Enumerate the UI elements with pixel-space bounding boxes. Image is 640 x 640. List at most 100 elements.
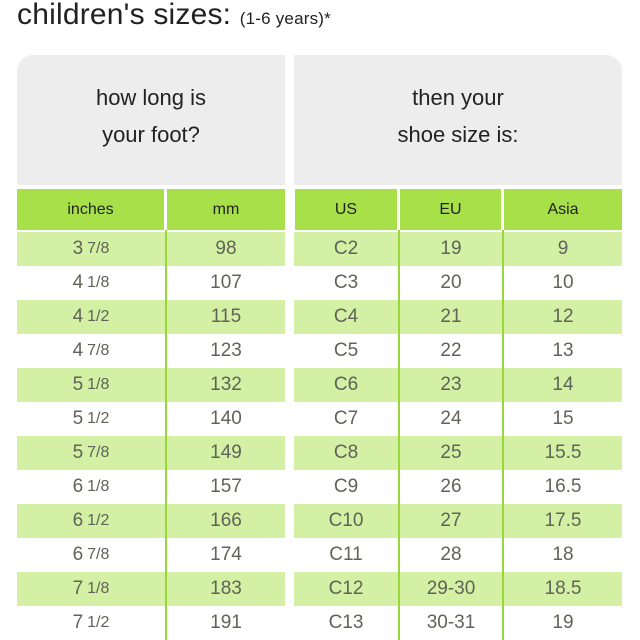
row-shading xyxy=(294,572,622,606)
table-cell-asia: 14 xyxy=(552,374,574,395)
table-cell-mm: 140 xyxy=(210,408,242,429)
table-cell-eu: 19 xyxy=(440,238,462,259)
table-cell-us: C6 xyxy=(333,374,359,395)
inches-fraction: 1/8 xyxy=(87,376,110,393)
table-cell-eu: 25 xyxy=(440,442,462,463)
row-shading xyxy=(294,436,622,470)
shoe-size-header-line1: then your xyxy=(412,85,504,110)
table-cell-eu: 26 xyxy=(440,476,462,497)
table-cell-mm: 98 xyxy=(215,238,237,259)
row-shading xyxy=(17,232,285,266)
row-shading xyxy=(17,368,285,402)
table-cell-us: C2 xyxy=(333,238,359,259)
table-cell-us: C11 xyxy=(329,544,363,565)
row-shading xyxy=(294,504,622,538)
inches-fraction: 1/8 xyxy=(87,580,110,597)
divider-inches-mm xyxy=(165,230,167,640)
table-cell-eu: 24 xyxy=(440,408,462,429)
table-cell-mm: 157 xyxy=(210,476,242,497)
table-cell-mm: 107 xyxy=(210,272,242,293)
table-cell-us: C9 xyxy=(333,476,359,497)
inches-fraction: 1/2 xyxy=(87,308,110,325)
table-cell-us: C4 xyxy=(333,306,359,327)
table-cell-eu: 22 xyxy=(440,340,462,361)
inches-whole: 5 xyxy=(72,442,84,463)
row-shading xyxy=(294,368,622,402)
table-cell-eu: 28 xyxy=(440,544,462,565)
foot-length-header-line1: how long is xyxy=(95,85,207,110)
table-cell-us: C12 xyxy=(328,578,364,599)
page-title: children's sizes: (1-6 years)* xyxy=(17,0,331,32)
table-cell-asia: 10 xyxy=(552,272,574,293)
inches-fraction: 7/8 xyxy=(87,342,110,359)
table-cell-inches: 4 1/2 xyxy=(17,300,165,334)
row-shading xyxy=(294,300,622,334)
inches-whole: 3 xyxy=(72,238,84,259)
table-cell-us: C13 xyxy=(328,612,364,633)
inches-whole: 6 xyxy=(72,544,84,565)
table-cell-mm: 183 xyxy=(210,578,242,599)
table-cell-asia: 12 xyxy=(552,306,574,327)
table-cell-eu: 23 xyxy=(440,374,462,395)
table-cell-inches: 6 1/8 xyxy=(17,470,165,504)
table-cell-us: C10 xyxy=(328,510,364,531)
table-cell-eu: 21 xyxy=(440,306,462,327)
inches-whole: 4 xyxy=(72,340,84,361)
inches-whole: 6 xyxy=(72,510,84,531)
table-cell-asia: 17.5 xyxy=(544,510,582,531)
table-cell-us: C8 xyxy=(333,442,359,463)
inches-fraction: 1/2 xyxy=(87,614,110,631)
column-header-eu: EU xyxy=(400,189,501,230)
table-cell-eu: 29-30 xyxy=(426,578,476,599)
table-cell-eu: 30-31 xyxy=(426,612,476,633)
row-shading xyxy=(17,436,285,470)
inches-fraction: 7/8 xyxy=(87,240,110,257)
table-cell-mm: 166 xyxy=(210,510,242,531)
table-cell-inches: 6 1/2 xyxy=(17,504,165,538)
row-shading xyxy=(17,300,285,334)
table-cell-asia: 13 xyxy=(552,340,574,361)
inches-fraction: 1/2 xyxy=(87,512,110,529)
inches-fraction: 1/8 xyxy=(87,478,110,495)
table-cell-asia: 19 xyxy=(552,612,574,633)
table-cell-asia: 15.5 xyxy=(544,442,582,463)
divider-eu-asia xyxy=(502,230,504,640)
title-subtitle: (1-6 years)* xyxy=(239,9,331,28)
shoe-size-header: then your shoe size is: xyxy=(294,55,622,185)
table-cell-inches: 6 7/8 xyxy=(17,538,165,572)
inches-whole: 5 xyxy=(72,408,84,429)
table-cell-asia: 18.5 xyxy=(544,578,582,599)
inches-whole: 4 xyxy=(72,272,84,293)
table-cell-mm: 191 xyxy=(210,612,242,633)
row-shading xyxy=(17,504,285,538)
table-cell-inches: 3 7/8 xyxy=(17,232,165,266)
table-cell-asia: 9 xyxy=(557,238,569,259)
table-cell-us: C7 xyxy=(333,408,359,429)
divider-us-eu xyxy=(398,230,400,640)
table-cell-inches: 7 1/8 xyxy=(17,572,165,606)
table-cell-eu: 27 xyxy=(440,510,462,531)
table-cell-inches: 4 7/8 xyxy=(17,334,165,368)
table-cell-asia: 16.5 xyxy=(544,476,582,497)
table-cell-mm: 123 xyxy=(210,340,242,361)
table-cell-mm: 115 xyxy=(210,306,242,327)
table-cell-mm: 149 xyxy=(210,442,242,463)
table-cell-mm: 174 xyxy=(210,544,242,565)
foot-length-header-line2: your foot? xyxy=(102,122,200,147)
column-header-inches: inches xyxy=(17,189,164,230)
inches-whole: 6 xyxy=(72,476,84,497)
shoe-size-header-line2: shoe size is: xyxy=(397,122,519,147)
table-cell-asia: 15 xyxy=(552,408,574,429)
row-shading xyxy=(17,572,285,606)
table-cell-inches: 4 1/8 xyxy=(17,266,165,300)
title-main: children's sizes: xyxy=(17,0,232,31)
inches-whole: 7 xyxy=(72,612,84,633)
table-cell-inches: 5 7/8 xyxy=(17,436,165,470)
table-cell-us: C5 xyxy=(333,340,359,361)
inches-fraction: 1/8 xyxy=(87,274,110,291)
table-cell-us: C3 xyxy=(333,272,359,293)
column-header-mm: mm xyxy=(167,189,285,230)
inches-fraction: 1/2 xyxy=(87,410,110,427)
column-header-us: US xyxy=(295,189,397,230)
table-cell-inches: 5 1/8 xyxy=(17,368,165,402)
